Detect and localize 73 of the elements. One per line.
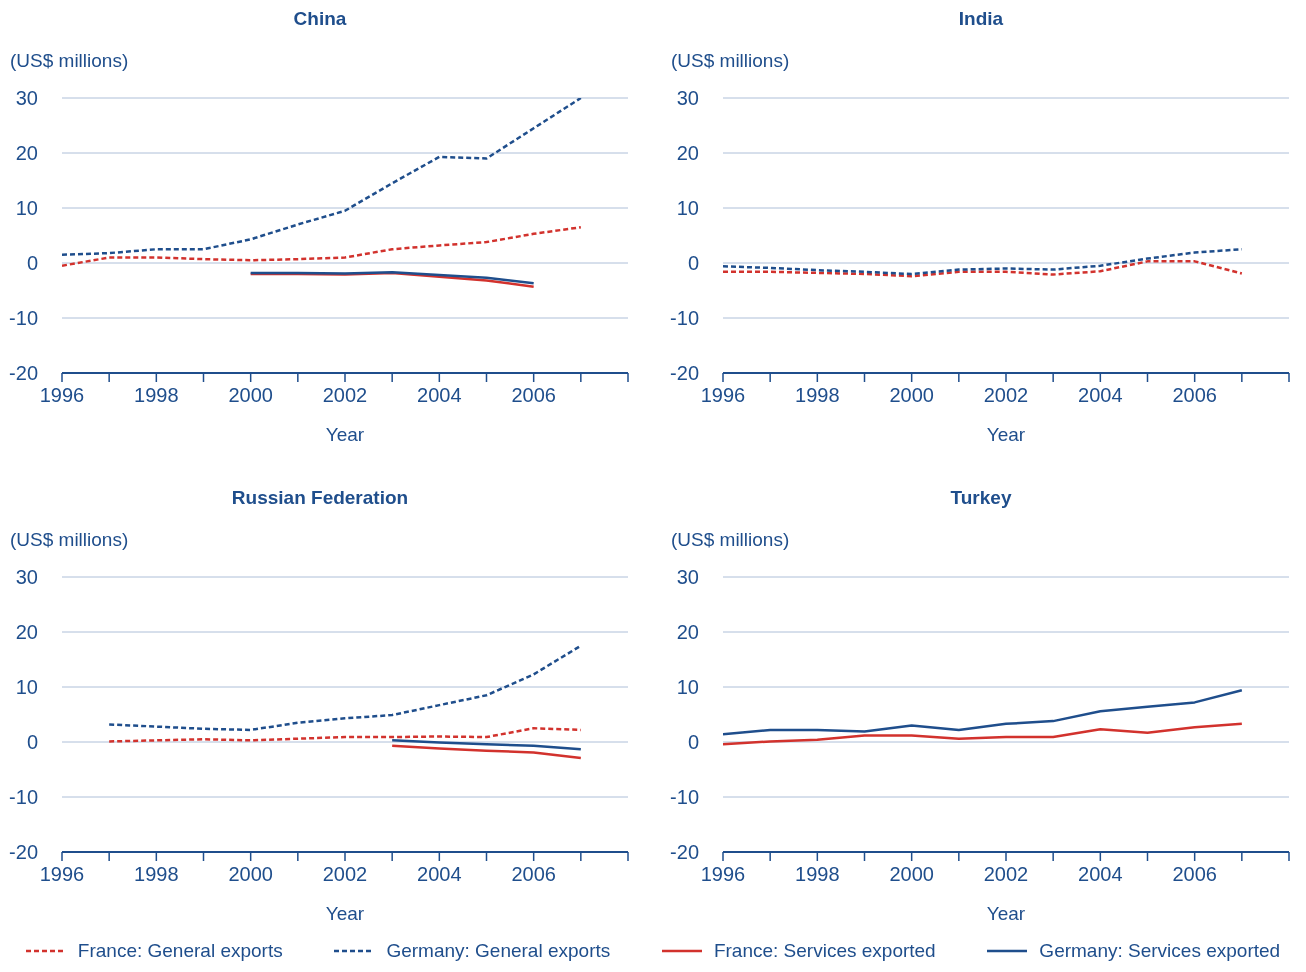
x-tick-label: 2004 xyxy=(417,384,462,407)
y-tick-label: 30 xyxy=(15,566,38,589)
x-tick-label: 2000 xyxy=(889,384,934,407)
x-tick-label: 1998 xyxy=(134,384,179,407)
x-tick-label: 1996 xyxy=(700,384,746,407)
legend-label: Germany: General exports xyxy=(386,940,611,962)
y-tick-label: 0 xyxy=(26,252,38,275)
y-axis-title: (US$ millions) xyxy=(671,529,790,551)
y-tick-label: -20 xyxy=(670,362,699,385)
chart-title: China xyxy=(292,8,348,30)
y-tick-label: 20 xyxy=(15,142,38,165)
x-tick-label: 2002 xyxy=(983,863,1029,886)
line-series xyxy=(723,260,1244,278)
y-axis-title: (US$ millions) xyxy=(10,529,129,551)
line-series xyxy=(390,739,583,751)
x-tick-label: 2004 xyxy=(1078,863,1123,886)
y-tick-label: -10 xyxy=(670,307,699,330)
y-tick-label: 30 xyxy=(676,566,699,589)
y-tick-label: 20 xyxy=(676,142,699,165)
y-tick-label: -20 xyxy=(9,362,38,385)
line-series xyxy=(62,98,583,256)
y-tick-label: 20 xyxy=(676,621,699,644)
y-axis-title: (US$ millions) xyxy=(10,50,129,72)
y-tick-label: -10 xyxy=(9,307,38,330)
line-series xyxy=(62,226,583,267)
y-axis-title: (US$ millions) xyxy=(671,50,790,72)
y-tick-label: -10 xyxy=(670,786,699,809)
x-tick-label: 2006 xyxy=(1172,384,1217,407)
line-series xyxy=(723,722,1244,746)
y-tick-label: -10 xyxy=(9,786,38,809)
x-axis-title: Year xyxy=(986,424,1026,445)
x-axis-title: Year xyxy=(325,903,365,924)
y-tick-label: 10 xyxy=(676,676,699,699)
y-tick-label: 0 xyxy=(687,252,699,275)
chart-title: India xyxy=(957,8,1005,30)
line-series xyxy=(723,689,1244,736)
y-tick-label: 20 xyxy=(15,621,38,644)
y-tick-label: 30 xyxy=(15,87,38,110)
x-tick-label: 1996 xyxy=(700,863,746,886)
x-tick-label: 2006 xyxy=(511,384,556,407)
y-tick-label: -20 xyxy=(9,841,38,864)
x-axis-title: Year xyxy=(986,903,1026,924)
x-tick-label: 1996 xyxy=(39,384,85,407)
x-tick-label: 1998 xyxy=(795,384,840,407)
x-tick-label: 1998 xyxy=(134,863,179,886)
x-tick-label: 2006 xyxy=(511,863,556,886)
x-tick-label: 1996 xyxy=(39,863,85,886)
x-tick-label: 2006 xyxy=(1172,863,1217,886)
chart-title: Turkey xyxy=(949,487,1013,509)
y-tick-label: 30 xyxy=(676,87,699,110)
line-series xyxy=(390,744,583,760)
x-tick-label: 1998 xyxy=(795,863,840,886)
x-tick-label: 2000 xyxy=(228,863,273,886)
y-tick-label: 10 xyxy=(15,676,38,699)
chart-title: Russian Federation xyxy=(230,487,410,509)
y-tick-label: 10 xyxy=(15,197,38,220)
line-series xyxy=(723,248,1244,276)
x-tick-label: 2002 xyxy=(322,384,368,407)
legend-label: France: General exports xyxy=(77,940,283,962)
x-tick-label: 2004 xyxy=(1078,384,1123,407)
y-tick-label: -20 xyxy=(670,841,699,864)
y-tick-label: 0 xyxy=(687,731,699,754)
legend-label: France: Services exported xyxy=(713,940,936,962)
y-tick-label: 0 xyxy=(26,731,38,754)
x-tick-label: 2002 xyxy=(983,384,1029,407)
x-tick-label: 2000 xyxy=(228,384,273,407)
x-tick-label: 2002 xyxy=(322,863,368,886)
y-tick-label: 10 xyxy=(676,197,699,220)
line-series xyxy=(107,727,583,743)
x-axis-title: Year xyxy=(325,424,365,445)
legend-label: Germany: Services exported xyxy=(1039,940,1281,962)
x-tick-label: 2004 xyxy=(417,863,462,886)
x-tick-label: 2000 xyxy=(889,863,934,886)
